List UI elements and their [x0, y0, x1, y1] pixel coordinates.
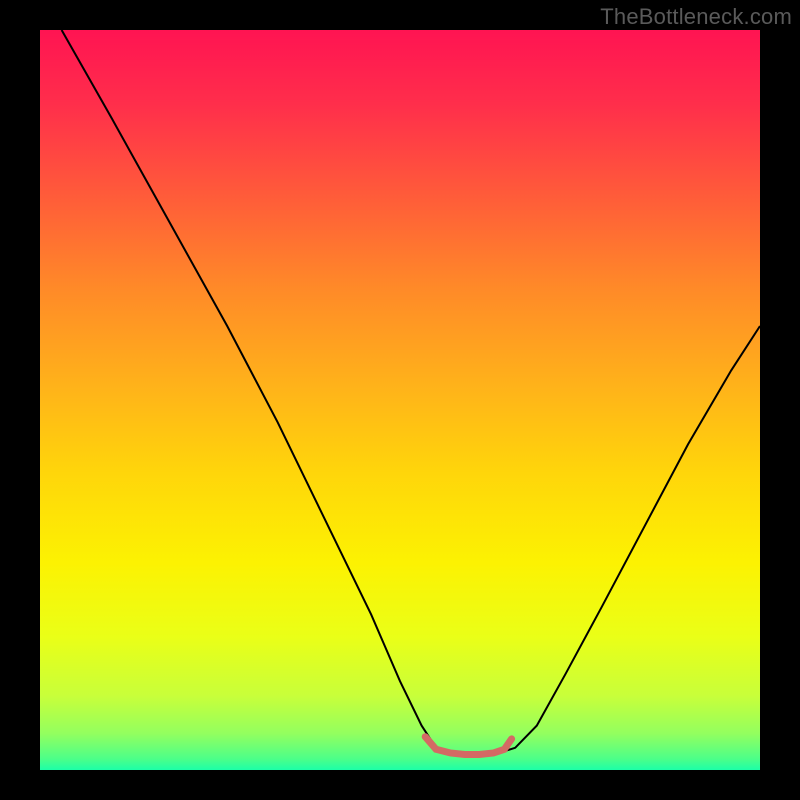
chart-container: TheBottleneck.com [0, 0, 800, 800]
gradient-background [40, 30, 760, 770]
watermark-text: TheBottleneck.com [600, 4, 792, 30]
bottleneck-curve-chart [0, 0, 800, 800]
